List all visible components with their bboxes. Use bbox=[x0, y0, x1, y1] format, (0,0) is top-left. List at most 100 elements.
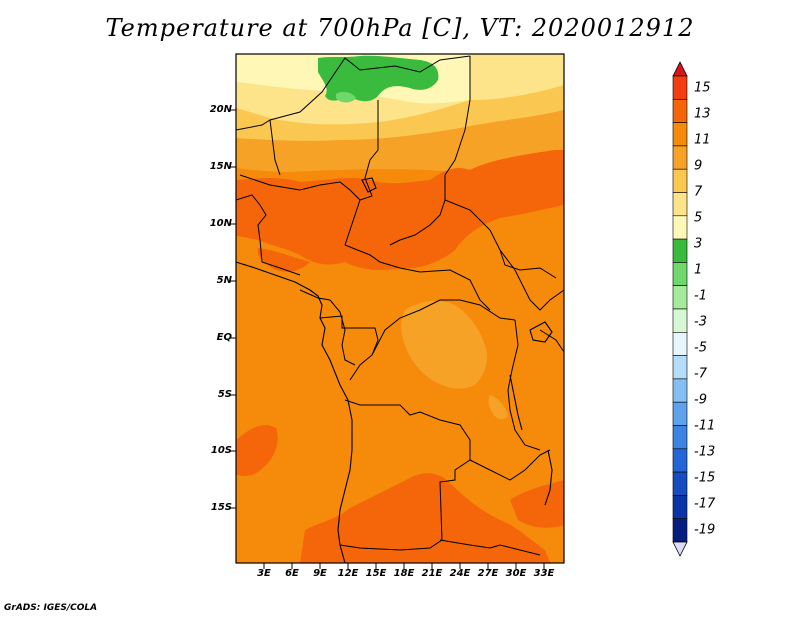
colorbar-segment bbox=[672, 262, 688, 286]
colorbar-label: -5 bbox=[694, 340, 707, 356]
colorbar-label: -15 bbox=[694, 470, 716, 486]
border-sahel-north bbox=[269, 55, 471, 121]
field-warm-patch-e bbox=[510, 480, 564, 528]
border-tanzania bbox=[539, 329, 564, 353]
field-light-patch bbox=[401, 300, 487, 389]
y-label-15n: 15N bbox=[209, 161, 232, 172]
footer-credit: GrADS: IGES/COLA bbox=[4, 603, 98, 613]
border-libya-east bbox=[464, 56, 471, 131]
colorbar-label: 13 bbox=[694, 106, 711, 122]
colorbar-segment bbox=[672, 122, 688, 147]
coast-lake-victoria bbox=[529, 321, 553, 343]
colorbar-segment bbox=[672, 145, 688, 170]
colorbar-segment bbox=[672, 355, 688, 380]
y-axis-ticks bbox=[230, 109, 236, 509]
y-label-10n: 10N bbox=[209, 218, 232, 229]
border-chad-west bbox=[344, 100, 379, 246]
field-warm-patch-s bbox=[300, 473, 550, 563]
country-boundaries bbox=[236, 55, 564, 556]
colorbar-segment bbox=[672, 401, 688, 426]
border-west-inland bbox=[236, 119, 281, 176]
colorbar-segment bbox=[672, 518, 688, 543]
border-car-south bbox=[344, 244, 491, 311]
colorbar-segment bbox=[672, 471, 688, 496]
colorbar-label: -9 bbox=[694, 392, 707, 408]
coast-gulf-of-guinea bbox=[236, 261, 353, 563]
colorbar-segment bbox=[672, 331, 688, 356]
colorbar-label: -3 bbox=[694, 314, 707, 330]
border-zambia bbox=[469, 449, 551, 481]
map-frame bbox=[235, 53, 565, 564]
border-nigeria-cameroon bbox=[239, 174, 361, 201]
field-cold-patch-edge bbox=[336, 91, 356, 103]
x-label-30e: 30E bbox=[505, 568, 527, 579]
colorbar-segment bbox=[672, 285, 688, 310]
x-label-15e: 15E bbox=[365, 568, 387, 579]
field-warm-patch-sw bbox=[236, 425, 278, 476]
colorbar-label: 7 bbox=[694, 184, 703, 200]
coast-lake-chad bbox=[361, 177, 377, 193]
field-cold-patch bbox=[318, 55, 439, 102]
y-label-15s: 15S bbox=[210, 502, 232, 513]
border-west-coast-countries bbox=[236, 194, 301, 276]
coast-lake-malawi bbox=[544, 449, 553, 506]
x-label-12e: 12E bbox=[337, 568, 359, 579]
x-label-24e: 24E bbox=[449, 568, 471, 579]
coast-lake-tanganyika bbox=[509, 374, 523, 431]
y-label-10s: 10S bbox=[210, 445, 232, 456]
border-chad-east bbox=[389, 129, 466, 246]
border-gabon bbox=[319, 315, 379, 381]
y-label-eq: EQ bbox=[216, 332, 232, 343]
colorbar-segment bbox=[672, 425, 688, 450]
colorbar-segment bbox=[672, 238, 688, 263]
x-axis-ticks bbox=[263, 563, 545, 569]
colorbar-label: 3 bbox=[694, 236, 703, 252]
colorbar-label: 5 bbox=[694, 210, 703, 226]
colorbar-label: -1 bbox=[694, 288, 707, 304]
colorbar-label: 9 bbox=[694, 158, 703, 174]
colorbar-segment bbox=[672, 99, 688, 123]
colorbar-label: -17 bbox=[694, 496, 716, 512]
border-angola-north bbox=[344, 399, 471, 460]
border-east-africa bbox=[499, 249, 564, 311]
coastline bbox=[236, 177, 553, 563]
x-label-27e: 27E bbox=[477, 568, 499, 579]
colorbar-label: -7 bbox=[694, 366, 707, 382]
map-title: Temperature at 700hPa [C], VT: 202001291… bbox=[105, 14, 695, 42]
border-namibia bbox=[439, 539, 541, 556]
colorbar-segment bbox=[672, 308, 688, 333]
x-label-6e: 6E bbox=[285, 568, 299, 579]
colorbar-segment bbox=[672, 192, 688, 217]
colorbar-label: -11 bbox=[694, 418, 716, 434]
y-label-20n: 20N bbox=[209, 104, 232, 115]
colorbar-label: -19 bbox=[694, 522, 716, 538]
colorbar-segment bbox=[672, 215, 688, 240]
colorbar-top-triangle bbox=[672, 61, 688, 77]
temperature-field bbox=[236, 54, 564, 563]
x-label-3e: 3E bbox=[257, 568, 271, 579]
x-label-33e: 33E bbox=[533, 568, 555, 579]
colorbar-segment bbox=[672, 168, 688, 193]
colorbar-segment bbox=[672, 495, 688, 519]
colorbar-segment bbox=[672, 75, 688, 100]
colorbar-label: 11 bbox=[694, 132, 711, 148]
border-sudan-south bbox=[444, 199, 557, 279]
y-label-5s: 5S bbox=[217, 389, 232, 400]
colorbar-segment bbox=[672, 448, 688, 473]
colorbar bbox=[672, 61, 688, 557]
border-drc-east bbox=[507, 319, 541, 451]
field-warm-streak-10n bbox=[236, 150, 564, 270]
colorbar-bottom-triangle bbox=[672, 541, 688, 557]
x-label-18e: 18E bbox=[393, 568, 415, 579]
colorbar-label: -13 bbox=[694, 444, 716, 460]
colorbar-segment bbox=[672, 378, 688, 403]
x-label-21e: 21E bbox=[421, 568, 443, 579]
colorbar-label: 1 bbox=[694, 262, 703, 278]
field-light-patch-e bbox=[488, 395, 508, 420]
y-label-5n: 5N bbox=[216, 275, 232, 286]
field-warm-lobe bbox=[257, 248, 310, 272]
colorbar-label: 15 bbox=[694, 80, 711, 96]
border-drc-north bbox=[371, 299, 516, 356]
x-label-9e: 9E bbox=[313, 568, 327, 579]
